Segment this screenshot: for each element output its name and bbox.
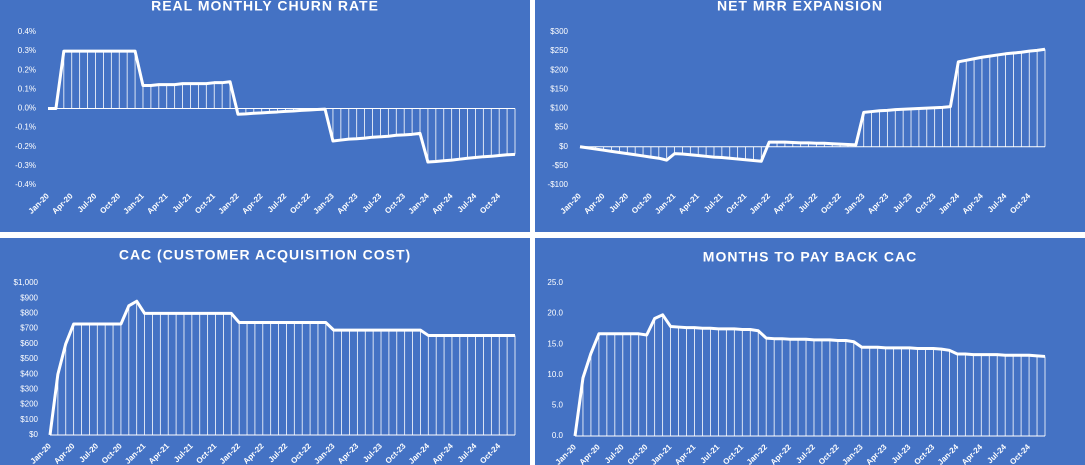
y-tick-label: $500 [20, 354, 38, 363]
y-tick-label: -$50 [552, 161, 569, 170]
y-tick-label: -$100 [548, 180, 569, 189]
chart-title: NET MRR EXPANSION [717, 0, 883, 14]
chart-title: REAL MONTHLY CHURN RATE [151, 0, 379, 14]
data-line [579, 47, 1046, 163]
y-tick-label: $200 [20, 400, 38, 409]
y-tick-label: -0.1% [15, 123, 36, 132]
y-tick-label: 15.0 [547, 339, 563, 348]
y-tick-label: $0 [29, 430, 38, 439]
y-tick-label: 20.0 [547, 309, 563, 318]
y-tick-label: $400 [20, 369, 38, 378]
y-tick-label: $50 [555, 123, 569, 132]
y-tick-label: -0.2% [15, 142, 36, 151]
y-tick-label: 0.2% [18, 65, 36, 74]
y-tick-label: $900 [20, 293, 38, 302]
y-tick-label: $250 [550, 46, 568, 55]
y-tick-label: 25.0 [547, 278, 563, 287]
chart-title: MONTHS TO PAY BACK CAC [703, 249, 917, 265]
y-tick-label: 5.0 [552, 401, 564, 410]
y-tick-label: -0.4% [15, 180, 36, 189]
y-tick-label: $0 [559, 142, 568, 151]
y-tick-label: 10.0 [547, 370, 563, 379]
y-tick-label: $600 [20, 339, 38, 348]
y-tick-label: $300 [20, 385, 38, 394]
panel [0, 0, 530, 232]
data-line [48, 299, 515, 436]
y-tick-label: 0.0 [552, 431, 564, 440]
y-tick-label: 0.0% [18, 104, 36, 113]
y-tick-label: $1,000 [14, 278, 39, 287]
panel [0, 238, 530, 465]
y-tick-label: $150 [550, 84, 568, 93]
y-tick-label: $700 [20, 324, 38, 333]
panel [535, 238, 1085, 465]
y-tick-label: -0.3% [15, 161, 36, 170]
panel [535, 0, 1085, 232]
data-line [573, 313, 1046, 437]
y-tick-label: $800 [20, 309, 38, 318]
y-tick-label: 0.4% [18, 27, 36, 36]
y-tick-label: $100 [20, 415, 38, 424]
y-tick-label: 0.3% [18, 46, 36, 55]
y-tick-label: $100 [550, 104, 568, 113]
y-tick-label: $300 [550, 27, 568, 36]
chart-title: CAC (CUSTOMER ACQUISITION COST) [119, 247, 411, 263]
y-tick-label: 0.1% [18, 84, 36, 93]
data-line [48, 49, 516, 164]
y-tick-label: $200 [550, 65, 568, 74]
